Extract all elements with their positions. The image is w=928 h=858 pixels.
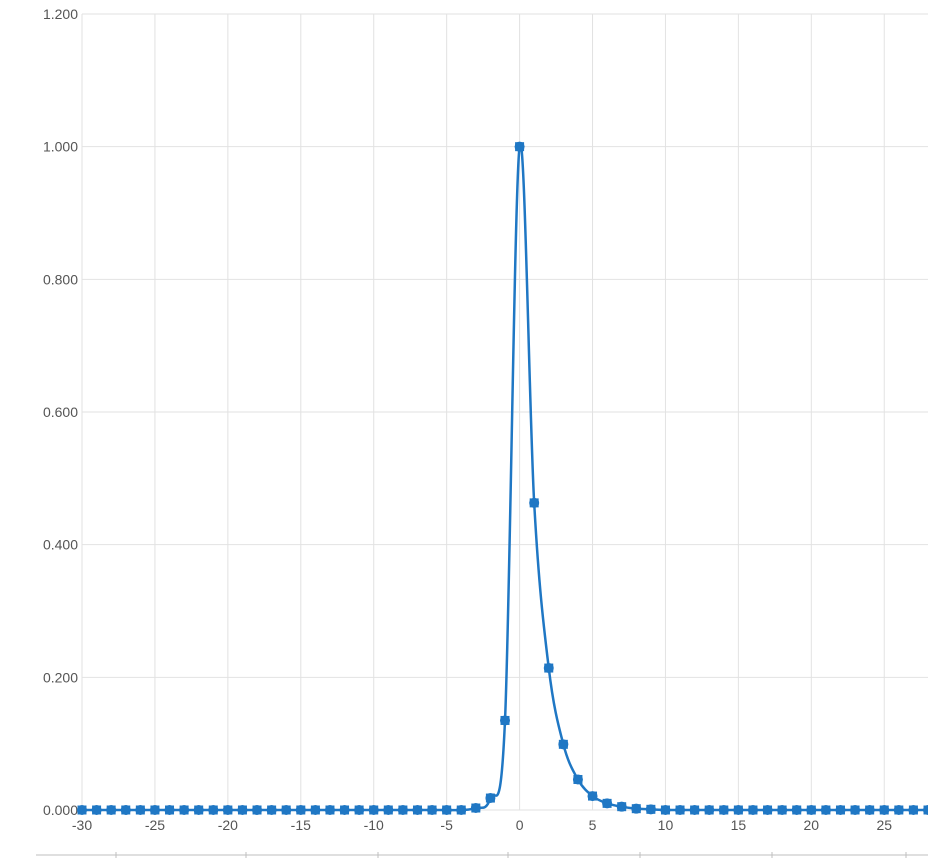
- x-tick-label: -25: [145, 817, 165, 833]
- data-point-square: [573, 774, 583, 784]
- data-point-square: [296, 805, 306, 815]
- x-tick-label: 0: [516, 817, 524, 833]
- data-point-square: [442, 805, 452, 815]
- data-point-square: [237, 805, 247, 815]
- series-line: [82, 142, 928, 812]
- y-tick-label: 0.800: [43, 271, 78, 287]
- data-point-square: [150, 805, 160, 815]
- data-point-square: [427, 805, 437, 815]
- data-point-square: [894, 805, 904, 815]
- data-point-square: [456, 805, 466, 815]
- x-tick-label: -15: [291, 817, 311, 833]
- data-point-square: [412, 805, 422, 815]
- x-tick-label: 10: [658, 817, 674, 833]
- y-tick-label: 1.000: [43, 139, 78, 155]
- y-tick-label: 1.200: [43, 6, 78, 22]
- data-point-square: [340, 805, 350, 815]
- data-point-square: [121, 805, 131, 815]
- data-point-square: [763, 805, 773, 815]
- data-point-square: [704, 805, 714, 815]
- x-tick-label: -20: [218, 817, 238, 833]
- data-point-square: [106, 805, 116, 815]
- x-tick-label: 20: [804, 817, 820, 833]
- data-point-square: [471, 803, 481, 813]
- data-point-square: [515, 142, 525, 152]
- data-point-square: [529, 498, 539, 508]
- data-point-square: [544, 663, 554, 673]
- data-point-square: [310, 805, 320, 815]
- data-point-square: [602, 798, 612, 808]
- data-point-square: [617, 802, 627, 812]
- data-point-square: [835, 805, 845, 815]
- data-point-square: [646, 804, 656, 814]
- data-point-square: [252, 805, 262, 815]
- x-tick-labels: -30 -25 -20 -15 -10 -5 0 5 10 15 20 25: [72, 817, 892, 833]
- series-layer: [82, 142, 928, 812]
- data-point-square: [865, 805, 875, 815]
- data-point-square: [208, 805, 218, 815]
- data-point-square: [77, 805, 87, 815]
- data-point-square: [369, 805, 379, 815]
- marker-layer: [77, 141, 928, 815]
- data-point-square: [690, 805, 700, 815]
- axis-layer: [36, 852, 928, 858]
- data-point-square: [777, 805, 787, 815]
- data-point-square: [500, 715, 510, 725]
- y-tick-label: 0.600: [43, 404, 78, 420]
- data-point-square: [806, 805, 816, 815]
- data-point-square: [398, 805, 408, 815]
- data-point-square: [923, 805, 928, 815]
- data-point-square: [792, 805, 802, 815]
- data-point-square: [267, 805, 277, 815]
- y-tick-label: 0.400: [43, 537, 78, 553]
- grid-layer: [81, 13, 928, 811]
- x-tick-label: 15: [731, 817, 747, 833]
- x-tick-label: -10: [364, 817, 384, 833]
- data-point-square: [660, 805, 670, 815]
- data-point-square: [558, 739, 568, 749]
- data-point-square: [135, 805, 145, 815]
- x-tick-label: 5: [589, 817, 597, 833]
- data-point-square: [165, 805, 175, 815]
- y-tick-labels: 0.000 0.200 0.400 0.600 0.800 1.000 1.200: [43, 6, 78, 818]
- data-point-square: [325, 805, 335, 815]
- data-point-square: [588, 791, 598, 801]
- data-point-square: [485, 793, 495, 803]
- data-point-square: [281, 805, 291, 815]
- x-tick-label: -30: [72, 817, 92, 833]
- data-point-square: [719, 805, 729, 815]
- data-point-square: [194, 805, 204, 815]
- data-point-square: [733, 805, 743, 815]
- x-tick-label: -5: [440, 817, 453, 833]
- data-point-square: [354, 805, 364, 815]
- data-point-square: [675, 805, 685, 815]
- y-tick-label: 0.200: [43, 669, 78, 685]
- data-point-square: [631, 804, 641, 814]
- data-point-square: [821, 805, 831, 815]
- data-point-square: [179, 805, 189, 815]
- data-point-square: [748, 805, 758, 815]
- data-point-square: [850, 805, 860, 815]
- data-point-square: [92, 805, 102, 815]
- x-tick-label: 25: [876, 817, 892, 833]
- data-point-square: [908, 805, 918, 815]
- data-point-square: [879, 805, 889, 815]
- data-point-square: [383, 805, 393, 815]
- data-point-square: [223, 805, 233, 815]
- y-tick-label: 0.000: [43, 802, 78, 818]
